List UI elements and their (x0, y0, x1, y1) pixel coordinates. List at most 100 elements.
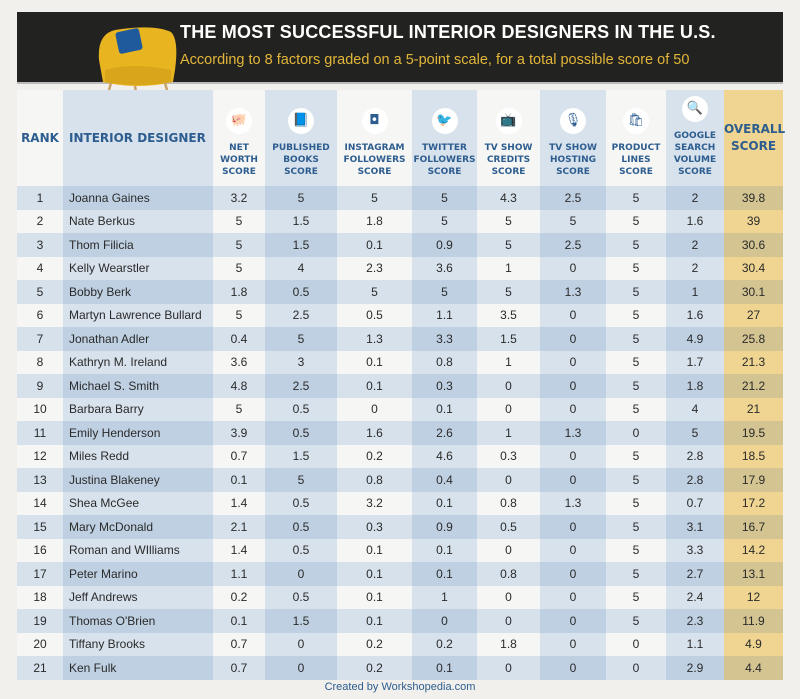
rank-cell: 12 (17, 444, 63, 468)
overall-score-cell: 17.9 (724, 468, 783, 492)
score-cell: 0 (540, 397, 606, 421)
score-cell: 0 (540, 585, 606, 609)
score-cell: 0 (540, 632, 606, 656)
score-cell: 5 (606, 327, 666, 351)
score-cell: 0.7 (213, 632, 265, 656)
score-cell: 5 (606, 585, 666, 609)
overall-score-cell: 12 (724, 585, 783, 609)
score-cell: 5 (477, 233, 540, 257)
overall-score-cell: 13.1 (724, 562, 783, 586)
score-cell: 0.5 (265, 538, 337, 562)
score-cell: 4.6 (412, 444, 477, 468)
column-header-label: PRODUCT LINES SCORE (611, 143, 661, 177)
score-cell: 5 (540, 209, 606, 233)
rank-cell: 1 (17, 186, 63, 210)
score-cell: 5 (606, 256, 666, 280)
column-header-tv-show-credits-score: 📺 TV SHOW CREDITS SCORE (477, 90, 540, 186)
score-cell: 1.4 (213, 491, 265, 515)
table-row: 4 Kelly Wearstler 5 4 2.3 3.6 1 0 5 2 30.4 (17, 256, 783, 280)
rank-cell: 20 (17, 632, 63, 656)
designer-name-cell: Miles Redd (63, 444, 213, 468)
score-cell: 5 (606, 491, 666, 515)
designers-table: RANK INTERIOR DESIGNER 🐖 NET WORTH SCORE 📘 PU… (17, 90, 785, 680)
score-cell: 0 (540, 444, 606, 468)
score-cell: 1.3 (540, 280, 606, 304)
score-cell: 0.2 (337, 444, 412, 468)
score-cell: 0.5 (265, 280, 337, 304)
score-cell: 0 (540, 609, 606, 633)
score-cell: 0 (477, 656, 540, 680)
designer-name-cell: Peter Marino (63, 562, 213, 586)
tv-icon: 📺 (495, 108, 522, 134)
piggy-bank-icon: 🐖 (226, 108, 252, 134)
score-cell: 1 (477, 256, 540, 280)
score-cell: 1.6 (337, 421, 412, 445)
table-header-row: RANK INTERIOR DESIGNER 🐖 NET WORTH SCORE 📘 PU… (17, 90, 785, 186)
score-cell: 0.3 (412, 374, 477, 398)
score-cell: 0.8 (337, 468, 412, 492)
score-cell: 0.3 (477, 444, 540, 468)
overall-score-cell: 19.5 (724, 421, 783, 445)
designer-name-cell: Martyn Lawrence Bullard (63, 303, 213, 327)
designer-name-cell: Thom Filicia (63, 233, 213, 257)
score-cell: 0 (540, 374, 606, 398)
score-cell: 5 (606, 444, 666, 468)
score-cell: 5 (606, 374, 666, 398)
score-cell: 5 (606, 538, 666, 562)
table-row: 10 Barbara Barry 5 0.5 0 0.1 0 0 5 4 21 (17, 397, 783, 421)
designer-name-cell: Kelly Wearstler (63, 256, 213, 280)
score-cell: 0.1 (412, 397, 477, 421)
score-cell: 5 (213, 233, 265, 257)
score-cell: 0.9 (412, 515, 477, 539)
table-row: 19 Thomas O'Brien 0.1 1.5 0.1 0 0 0 5 2.3 11.9 (17, 609, 783, 633)
overall-score-cell: 39.8 (724, 186, 783, 210)
column-header-label: TV SHOW HOSTING SCORE (549, 143, 597, 177)
overall-score-cell: 18.5 (724, 444, 783, 468)
score-cell: 5 (265, 186, 337, 210)
score-cell: 2.5 (265, 374, 337, 398)
score-cell: 5 (606, 233, 666, 257)
score-cell: 2.9 (666, 656, 724, 680)
table-row: 17 Peter Marino 1.1 0 0.1 0.1 0.8 0 5 2.7 13.1 (17, 562, 783, 586)
score-cell: 4.3 (477, 186, 540, 210)
score-cell: 3.3 (666, 538, 724, 562)
score-cell: 5 (606, 303, 666, 327)
score-cell: 0 (540, 562, 606, 586)
rank-cell: 14 (17, 491, 63, 515)
score-cell: 0.5 (337, 303, 412, 327)
credit-text: Created by Workshopedia.com (324, 681, 476, 693)
designer-name-cell: Jonathan Adler (63, 327, 213, 351)
column-header-twitter-followers-score: 🐦 TWITTER FOLLOWERS SCORE (412, 90, 477, 186)
score-cell: 0 (477, 585, 540, 609)
designer-name-cell: Thomas O'Brien (63, 609, 213, 633)
column-header-label: GOOGLE SEARCH VOLUME SCORE (673, 131, 717, 177)
score-cell: 2.6 (412, 421, 477, 445)
overall-score-cell: 30.4 (724, 256, 783, 280)
score-cell: 0.2 (412, 632, 477, 656)
rank-cell: 11 (17, 421, 63, 445)
score-cell: 5 (606, 280, 666, 304)
rank-cell: 7 (17, 327, 63, 351)
score-cell: 2.1 (213, 515, 265, 539)
column-header-google-search-volume-score: 🔍 GOOGLE SEARCH VOLUME SCORE (666, 90, 724, 186)
score-cell: 0.1 (412, 562, 477, 586)
score-cell: 0.1 (412, 491, 477, 515)
microphone-icon: 🎙 (560, 108, 586, 134)
score-cell: 0.3 (337, 515, 412, 539)
score-cell: 2 (666, 256, 724, 280)
column-header-product-lines-score: 🛍 PRODUCT LINES SCORE (606, 90, 666, 186)
score-cell: 1.5 (265, 609, 337, 633)
score-cell: 0 (265, 656, 337, 680)
overall-score-cell: 25.8 (724, 327, 783, 351)
column-header-label: NET WORTH SCORE (220, 143, 258, 177)
overall-score-cell: 14.2 (724, 538, 783, 562)
score-cell: 0 (540, 515, 606, 539)
overall-score-cell: 4.4 (724, 656, 783, 680)
score-cell: 1.8 (337, 209, 412, 233)
score-cell: 0 (412, 609, 477, 633)
score-cell: 5 (213, 256, 265, 280)
score-cell: 0 (477, 397, 540, 421)
score-cell: 3.2 (337, 491, 412, 515)
table-row: 18 Jeff Andrews 0.2 0.5 0.1 1 0 0 5 2.4 12 (17, 585, 783, 609)
overall-score-cell: 27 (724, 303, 783, 327)
